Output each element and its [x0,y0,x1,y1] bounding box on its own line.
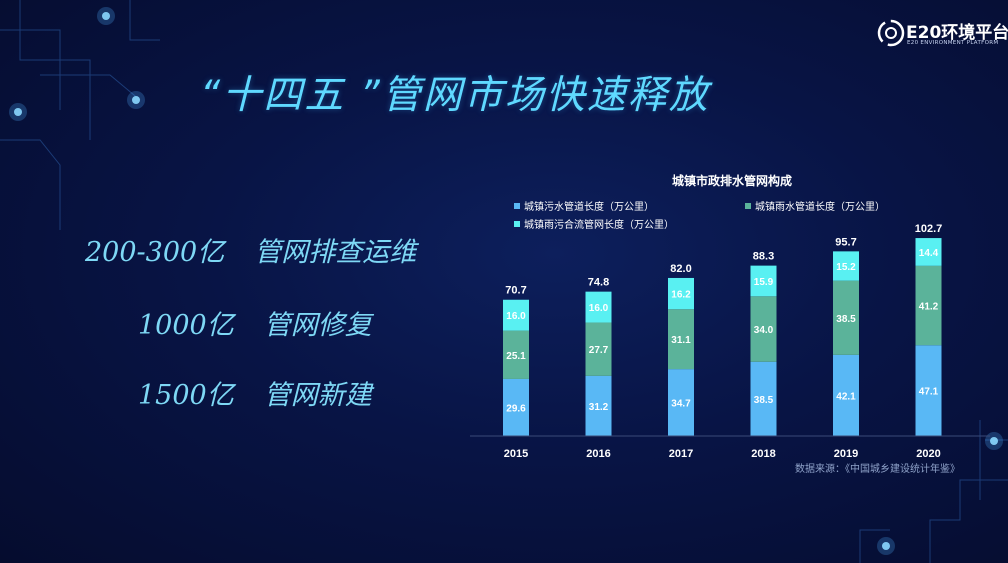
bar-segment [668,369,694,436]
segment-value-label: 34.7 [671,399,691,410]
logo-subtitle: E20 ENVIRONMENT PLATFORM [907,40,999,46]
bar-segment [585,291,612,323]
stat-amount: 200-300亿 [85,237,225,268]
segment-value-label: 29.6 [506,403,526,414]
legend-swatch [514,221,520,227]
legend-label: 城镇雨污合流管网长度（万公里） [524,218,674,231]
stat-amount: 1500亿 [138,380,234,411]
bar-segment [915,265,942,346]
segment-value-label: 38.5 [836,314,856,325]
bar-total-label: 88.3 [753,251,774,263]
stat-desc: 管网新建 [263,380,372,411]
bar-segment [503,378,529,436]
legend-label: 城镇雨水管道长度（万公里） [755,200,885,213]
bar-segment [585,375,612,436]
bar-total-label: 102.7 [915,223,943,235]
segment-value-label: 42.1 [836,391,856,402]
x-tick-label: 2018 [751,448,775,460]
segment-value-label: 25.1 [506,351,526,362]
bar-segment [833,354,859,436]
x-tick-label: 2017 [669,448,693,460]
bar-segment [915,345,942,436]
logo-name: E20环境平台 [906,23,1008,43]
bar-segment [915,238,942,266]
pipe-network-chart: 城镇市政排水管网构成 城镇污水管道长度（万公里） 城镇雨水管道长度（万公里） 城镇雨… [470,173,990,475]
bar-segment [585,322,612,376]
bar-segment [750,296,777,362]
legend-swatch [745,203,751,209]
segment-value-label: 47.1 [919,387,939,398]
bar-total-label: 74.8 [588,277,609,289]
bar-total-label: 70.7 [505,285,526,297]
legend-swatch [514,203,520,209]
segment-value-label: 31.2 [589,402,609,413]
segment-value-label: 38.5 [754,395,774,406]
page-title: “十四五 ”管网市场快速释放 [200,73,710,118]
stat-row-2: 1500亿 管网新建 [138,373,372,412]
bar-segment [750,265,777,297]
chart-bars: 29.6 25.1 16.0 70.7 31.2 27.7 16.0 74.8 34.7 31.1… [503,223,942,436]
bar-segment [750,361,777,436]
stat-desc: 管网排查运维 [254,237,417,268]
segment-value-label: 16.0 [506,311,526,322]
stat-row-0: 200-300亿 管网排查运维 [85,230,416,269]
bar-total-label: 82.0 [670,263,691,275]
chart-source: 数据来源：《中国城乡建设统计年鉴》 [795,462,960,475]
e20-logo: E20环境平台 E20 ENVIRONMENT PLATFORM [876,16,1008,52]
segment-value-label: 16.2 [671,290,691,301]
segment-value-label: 15.9 [754,277,774,288]
legend-label: 城镇污水管道长度（万公里） [524,200,654,213]
bar-segment [668,309,694,370]
segment-value-label: 14.4 [919,248,939,259]
bar-segment [833,280,859,355]
stat-desc: 管网修复 [263,310,372,341]
chart-legend: 城镇污水管道长度（万公里） 城镇雨水管道长度（万公里） 城镇雨污合流管网长度（万公里… [514,200,885,231]
segment-value-label: 41.2 [919,302,939,313]
chart-title: 城镇市政排水管网构成 [672,173,792,188]
x-tick-label: 2020 [916,448,940,460]
x-tick-label: 2016 [586,448,610,460]
stat-row-1: 1000亿 管网修复 [138,303,372,342]
bar-segment [503,299,529,331]
stat-amount: 1000亿 [138,310,234,341]
bar-segment [668,277,694,310]
e20-logo-mark-icon [877,19,905,47]
segment-value-label: 31.1 [671,335,691,346]
segment-value-label: 34.0 [754,325,774,336]
segment-value-label: 16.0 [589,303,609,314]
x-tick-label: 2015 [504,448,528,460]
bar-total-label: 95.7 [835,236,856,248]
bar-segment [503,330,529,379]
segment-value-label: 15.2 [836,262,856,273]
x-axis-labels: 2015 2016 2017 2018 2019 2020 [504,448,941,460]
bar-segment [833,251,859,281]
segment-value-label: 27.7 [589,345,609,356]
x-tick-label: 2019 [834,448,858,460]
